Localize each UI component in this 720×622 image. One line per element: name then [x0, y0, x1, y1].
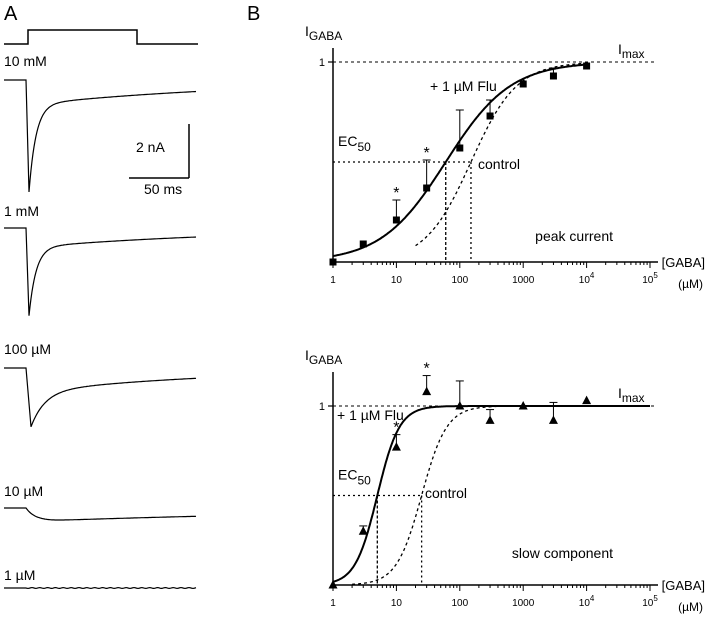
data-point: [549, 72, 557, 80]
current-trace: [4, 507, 197, 521]
flu-series-label: + 1 µM Flu: [337, 407, 404, 423]
data-point: [456, 144, 464, 152]
scale-bar-time-label: 50 ms: [144, 181, 182, 197]
x-tick-label: 1000: [512, 598, 535, 609]
x-axis-label: [GABA]: [662, 578, 705, 593]
trace-label: 1 mM: [4, 203, 39, 219]
significance-star: *: [424, 361, 430, 378]
chart-slow-component: 1 1 10 100 1000 104 105 IGABA [GABA] (µM) Imax EC50…: [305, 347, 705, 614]
control-series-label: control: [478, 156, 520, 172]
x-tick-label: 100: [451, 275, 468, 286]
x-tick-label: 104: [579, 271, 595, 286]
x-tick-label: 10: [391, 598, 403, 609]
significance-star: *: [393, 420, 399, 437]
imax-label: Imax: [618, 385, 645, 405]
condition-label: peak current: [535, 228, 613, 244]
data-point: [518, 401, 528, 410]
significance-star: *: [393, 185, 399, 202]
scale-bar: 2 nA 50 ms: [129, 124, 190, 197]
x-tick-label: 1000: [512, 275, 535, 286]
x-tick-label: 105: [642, 271, 658, 286]
imax-label: Imax: [618, 41, 645, 61]
trace-label: 10 mM: [4, 53, 47, 69]
data-point: [359, 240, 367, 248]
trace-label: 10 µM: [4, 483, 43, 499]
data-point: [328, 580, 338, 589]
chart-peak-current: 1 1 10 100 1000 104 105 IGABA [GABA] (µM) Imax EC50…: [305, 23, 705, 291]
x-tick-label: 1: [330, 275, 336, 286]
data-point: [486, 112, 494, 120]
ec50-label: EC50: [338, 467, 371, 488]
x-tick-label: 100: [451, 598, 468, 609]
x-axis-unit: (µM): [678, 600, 703, 614]
stimulus-bar: [4, 29, 198, 45]
panel-b-label: B: [247, 3, 260, 25]
y-axis-label: IGABA: [305, 347, 342, 367]
current-traces: 10 mM 1 mM 100 µM 10 µM 1 µM: [4, 53, 197, 590]
data-point: [358, 526, 368, 535]
flu-series-label: + 1 µM Flu: [430, 78, 497, 94]
data-point: [485, 415, 495, 424]
data-point: [329, 258, 337, 266]
data-point: [455, 401, 465, 410]
control-series-label: control: [425, 485, 467, 501]
panel-a-label: A: [4, 3, 18, 25]
control-fit-curve: [415, 62, 587, 247]
control-fit-curve: [352, 405, 587, 585]
current-trace: [4, 79, 197, 193]
y-tick-label: 1: [319, 401, 325, 413]
x-axis-unit: (µM): [678, 277, 703, 291]
flu-fit-curve: [332, 405, 650, 583]
trace-label: 100 µM: [4, 341, 51, 357]
data-point: [583, 62, 591, 70]
data-point: [422, 386, 432, 396]
trace-label: 1 µM: [4, 567, 35, 583]
x-tick-label: 1: [330, 598, 336, 609]
current-trace: [4, 367, 197, 428]
data-point: [582, 395, 592, 405]
significance-star: *: [424, 145, 430, 162]
data-point: [548, 415, 558, 424]
x-tick-label: 105: [642, 594, 658, 609]
data-point: [392, 216, 400, 224]
data-point: [391, 442, 401, 451]
current-trace: [4, 586, 197, 590]
x-tick-label: 10: [391, 275, 403, 286]
y-tick-label: 1: [319, 57, 325, 69]
y-axis-label: IGABA: [305, 23, 342, 43]
scale-bar-current-label: 2 nA: [136, 139, 165, 155]
current-trace: [4, 227, 197, 316]
condition-label: slow component: [512, 545, 613, 561]
x-axis-label: [GABA]: [662, 255, 705, 270]
ec50-label: EC50: [338, 133, 371, 154]
data-point: [519, 80, 527, 88]
x-tick-label: 104: [579, 594, 595, 609]
data-point: [423, 184, 431, 192]
